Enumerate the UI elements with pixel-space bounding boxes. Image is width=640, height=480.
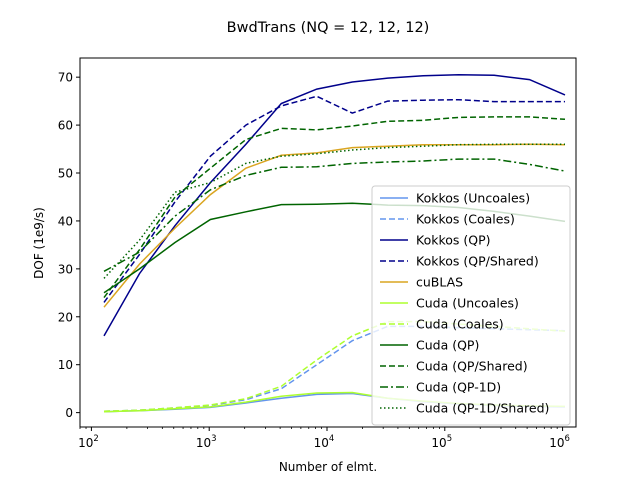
y-axis: 0 10 20 30 40 50 60 70 — [58, 71, 80, 420]
y-axis-label: DOF (1e9/s) — [32, 207, 46, 279]
legend-label-cuda-qp-1d-shared: Cuda (QP-1D/Shared) — [416, 401, 549, 416]
series-line-kokkos-qp — [103, 74, 566, 337]
y-tick-label: 20 — [58, 310, 73, 324]
y-tick-label: 60 — [58, 119, 73, 133]
series-line-cuda-qp-shared — [103, 116, 566, 299]
y-tick-label: 40 — [58, 214, 73, 228]
legend-box — [371, 185, 571, 426]
x-axis-label: Number of elmt. — [279, 460, 377, 474]
legend-label-cuda-qp-shared: Cuda (QP/Shared) — [416, 359, 528, 374]
legend-label-kokkos-coales: Kokkos (Coales) — [416, 212, 515, 227]
y-tick-label: 70 — [58, 71, 73, 85]
x-tick-label: 102 — [78, 434, 99, 450]
legend-label-kokkos-qp-shared: Kokkos (QP/Shared) — [416, 254, 539, 269]
x-tick-label: 106 — [549, 434, 570, 450]
y-tick-label: 10 — [58, 358, 73, 372]
legend-label-cuda-qp-1d: Cuda (QP-1D) — [416, 380, 501, 395]
legend-label-cuda-uncoales: Cuda (Uncoales) — [416, 296, 519, 311]
legend-label-cublas: cuBLAS — [416, 275, 463, 290]
legend-label-kokkos-qp: Kokkos (QP) — [416, 233, 491, 248]
series-line-kokkos-qp-shared — [103, 95, 565, 303]
legend-label-cuda-coales: Cuda (Coales) — [416, 317, 504, 332]
y-tick-label: 50 — [58, 167, 73, 181]
x-axis: 102 103 104 105 106 — [78, 427, 570, 450]
y-tick-label: 30 — [58, 262, 73, 276]
x-tick-label: 103 — [196, 434, 217, 450]
series-line-cuda-qp-1d-shared — [103, 143, 565, 279]
x-tick-label: 105 — [431, 434, 452, 450]
x-tick-label: 104 — [314, 434, 335, 450]
legend-label-kokkos-uncoales: Kokkos (Uncoales) — [416, 191, 530, 206]
plot-frame — [79, 57, 577, 428]
legend: Kokkos (Uncoales) Kokkos (Coales) Kokkos (… — [371, 185, 571, 426]
chart-title: BwdTrans (NQ = 12, 12, 12) — [227, 20, 430, 36]
series-line-cuda-qp-1d — [103, 158, 566, 272]
legend-label-cuda-qp: Cuda (QP) — [416, 338, 479, 353]
y-tick-label: 0 — [65, 406, 73, 420]
